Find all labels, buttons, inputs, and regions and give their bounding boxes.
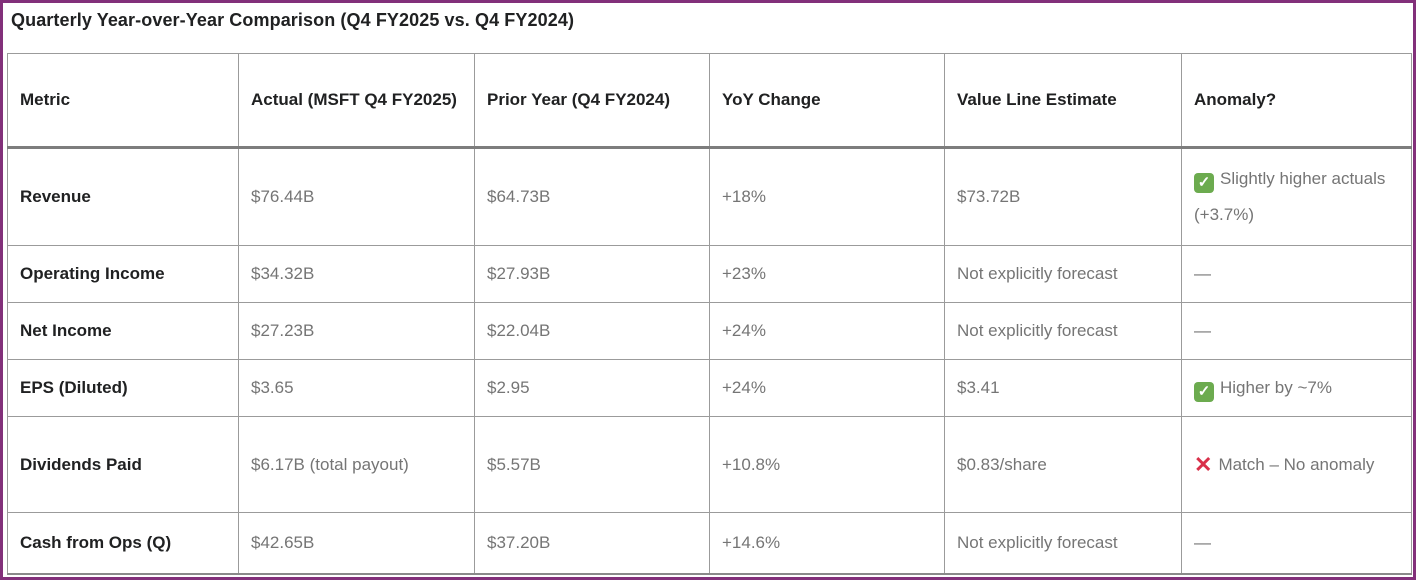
estimate-cell: Not explicitly forecast xyxy=(944,245,1182,303)
actual-cell: $76.44B xyxy=(238,147,475,246)
actual-cell: $42.65B xyxy=(238,512,475,574)
yoy-cell: +14.6% xyxy=(709,512,945,574)
estimate-cell: Not explicitly forecast xyxy=(944,302,1182,360)
prior-cell: $2.95 xyxy=(474,359,710,417)
estimate-cell: $73.72B xyxy=(944,147,1182,246)
table-row-eps-diluted: EPS (Diluted) $3.65 $2.95 +24% $3.41 ✓ Hi… xyxy=(7,359,1412,417)
estimate-cell: $0.83/share xyxy=(944,416,1182,513)
anomaly-cell: — xyxy=(1181,512,1412,574)
check-icon: ✓ xyxy=(1194,173,1214,193)
metric-cell: EPS (Diluted) xyxy=(7,359,239,417)
header-yoy-change: YoY Change xyxy=(709,53,945,149)
actual-cell: $6.17B (total payout) xyxy=(238,416,475,513)
header-value-line-estimate: Value Line Estimate xyxy=(944,53,1182,149)
header-metric: Metric xyxy=(7,53,239,149)
metric-cell: Revenue xyxy=(7,147,239,246)
table-row-cash-from-ops: Cash from Ops (Q) $42.65B $37.20B +14.6%… xyxy=(7,512,1412,574)
anomaly-text: — xyxy=(1194,532,1211,552)
anomaly-cell: ✕ Match – No anomaly xyxy=(1181,416,1412,513)
anomaly-cell: ✓ Higher by ~7% xyxy=(1181,359,1412,417)
estimate-cell: $3.41 xyxy=(944,359,1182,417)
anomaly-text: Slightly higher actuals (+3.7%) xyxy=(1194,169,1386,224)
table-row-operating-income: Operating Income $34.32B $27.93B +23% No… xyxy=(7,245,1412,303)
metric-cell: Operating Income xyxy=(7,245,239,303)
prior-cell: $27.93B xyxy=(474,245,710,303)
header-actual: Actual (MSFT Q4 FY2025) xyxy=(238,53,475,149)
prior-cell: $64.73B xyxy=(474,147,710,246)
header-row: Metric Actual (MSFT Q4 FY2025) Prior Yea… xyxy=(7,53,1412,149)
prior-cell: $37.20B xyxy=(474,512,710,574)
yoy-cell: +18% xyxy=(709,147,945,246)
table-row-dividends-paid: Dividends Paid $6.17B (total payout) $5.… xyxy=(7,416,1412,513)
yoy-cell: +24% xyxy=(709,302,945,360)
yoy-cell: +24% xyxy=(709,359,945,417)
anomaly-text: Match – No anomaly xyxy=(1218,454,1375,474)
prior-cell: $5.57B xyxy=(474,416,710,513)
anomaly-cell: — xyxy=(1181,302,1412,360)
cross-icon: ✕ xyxy=(1194,451,1213,477)
yoy-comparison-table: Metric Actual (MSFT Q4 FY2025) Prior Yea… xyxy=(7,53,1412,575)
header-anomaly: Anomaly? xyxy=(1181,53,1412,149)
table-row-net-income: Net Income $27.23B $22.04B +24% Not expl… xyxy=(7,302,1412,360)
actual-cell: $27.23B xyxy=(238,302,475,360)
estimate-cell: Not explicitly forecast xyxy=(944,512,1182,574)
yoy-cell: +23% xyxy=(709,245,945,303)
metric-cell: Dividends Paid xyxy=(7,416,239,513)
check-icon: ✓ xyxy=(1194,382,1214,402)
anomaly-text: Higher by ~7% xyxy=(1220,378,1332,397)
table-row-revenue: Revenue $76.44B $64.73B +18% $73.72B ✓ Sl… xyxy=(7,147,1412,246)
anomaly-text: — xyxy=(1194,264,1211,283)
prior-cell: $22.04B xyxy=(474,302,710,360)
anomaly-text: — xyxy=(1194,321,1211,340)
metric-cell: Cash from Ops (Q) xyxy=(7,512,239,574)
header-prior-year: Prior Year (Q4 FY2024) xyxy=(474,53,710,149)
actual-cell: $34.32B xyxy=(238,245,475,303)
anomaly-cell: ✓ Slightly higher actuals (+3.7%) xyxy=(1181,147,1412,246)
anomaly-cell: — xyxy=(1181,245,1412,303)
actual-cell: $3.65 xyxy=(238,359,475,417)
page-title: Quarterly Year-over-Year Comparison (Q4 … xyxy=(11,10,575,30)
yoy-cell: +10.8% xyxy=(709,416,945,513)
metric-cell: Net Income xyxy=(7,302,239,360)
